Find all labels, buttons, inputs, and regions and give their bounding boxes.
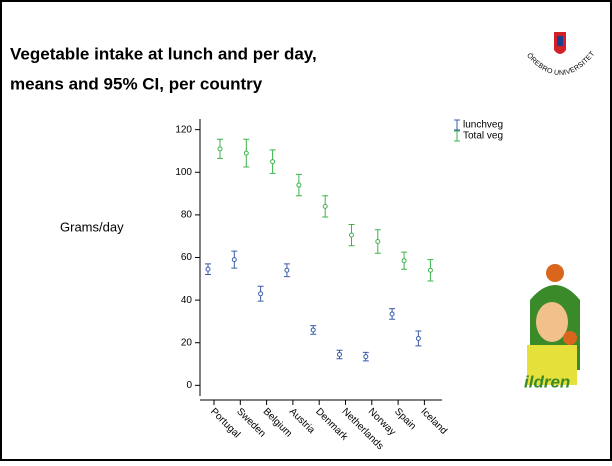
y-tick-label: 20 [181,337,193,348]
mean-marker [364,355,368,359]
slide: Vegetable intake at lunch and per day, m… [0,0,612,461]
mean-marker [402,259,406,263]
illustration-text: ildren [524,372,570,391]
mean-marker [271,160,275,164]
mean-marker [218,147,222,151]
legend-label: Total veg [463,131,503,142]
y-axis-label: Grams/day [60,219,124,234]
mean-marker [390,312,394,316]
tomato [546,264,564,282]
mean-marker [206,267,210,271]
y-tick-label: 100 [175,167,192,178]
mean-marker [350,233,354,237]
mean-marker [244,151,248,155]
mean-marker [338,352,342,356]
mean-marker [323,204,327,208]
y-tick-label: 120 [175,124,192,135]
slide-title: Vegetable intake at lunch and per day, [10,44,317,63]
mean-marker [232,258,236,262]
mean-marker [285,268,289,272]
mean-marker [259,292,263,296]
legend-label: lunchveg [463,120,503,131]
y-tick-label: 0 [186,380,192,391]
mean-marker [311,328,315,332]
tomato [563,331,577,345]
y-tick-label: 80 [181,210,193,221]
y-tick-label: 60 [181,252,193,263]
logo-mark [557,36,563,46]
mean-marker [428,268,432,272]
mean-marker [376,240,380,244]
face [536,302,568,342]
mean-marker [416,336,420,340]
slide-title: means and 95% CI, per country [10,74,263,93]
mean-marker [297,183,301,187]
y-tick-label: 40 [181,295,193,306]
